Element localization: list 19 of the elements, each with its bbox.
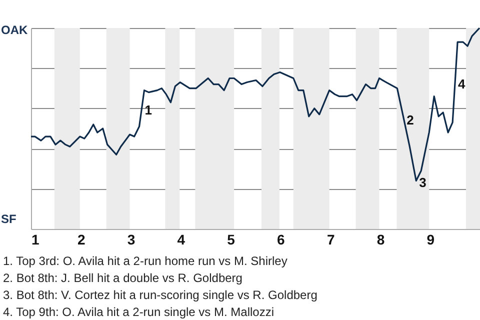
x-tick-label: 7 [326,232,335,248]
text: 4. Top 9th: O. Avila hit a 2-run single vs M. Mallozzi [3,305,274,319]
text: 1. Top 3rd: O. Avila hit a 2-run home run vs M. Shirley [3,254,288,268]
text: 3. Bot 8th: V. Cortez hit a run-scoring single vs R. Goldberg [3,288,318,302]
x-tick-label: 9 [426,232,435,248]
annotation: 3 [419,174,426,190]
x-tick-label: 6 [277,232,286,248]
text: 2. Bot 8th: J. Bell hit a double vs R. Goldberg [3,271,242,285]
annotation: 1 [144,102,152,118]
text: SF [1,212,16,226]
text: OAK [1,23,28,37]
x-tick-label: 5 [227,232,236,248]
x-tick-label: 8 [376,232,385,248]
x-tick-label: 2 [77,232,86,248]
annotation: 4 [458,76,466,92]
x-tick-label: 3 [127,232,136,248]
x-tick-label: 4 [177,232,186,248]
x-tick-label: 1 [32,232,40,248]
annotation: 2 [406,112,414,128]
